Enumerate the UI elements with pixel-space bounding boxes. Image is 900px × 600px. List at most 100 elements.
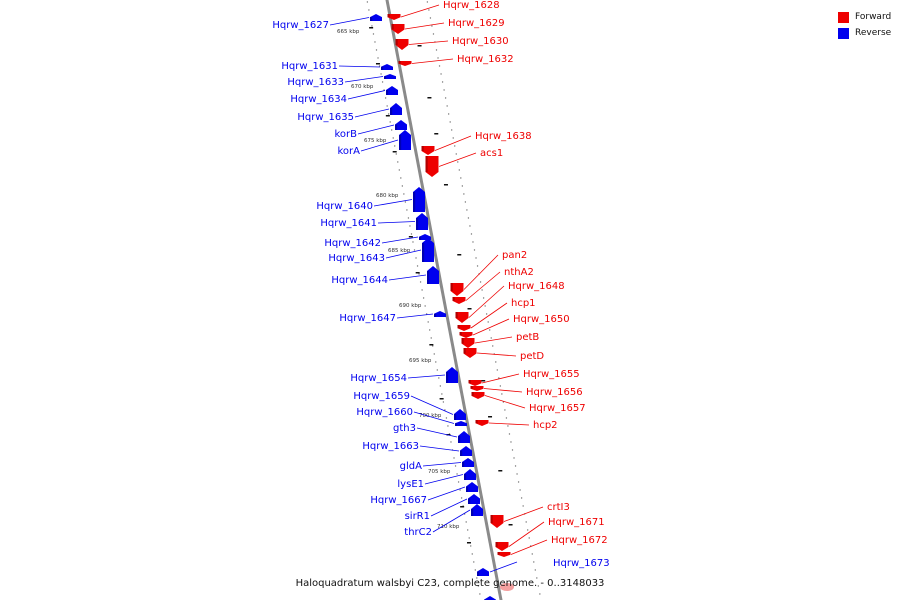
guide-dot-left (409, 225, 411, 227)
reverse-gene-label: Hqrw_1663 (362, 441, 419, 452)
gene-shade (464, 473, 467, 480)
reverse-gene (390, 103, 402, 115)
forward-gene-label: Hqrw_1655 (523, 369, 580, 380)
gene-connector (427, 486, 466, 501)
gene-body (422, 238, 434, 262)
forward-gene-label: Hqrw_1672 (551, 535, 608, 546)
gene-body (399, 130, 411, 150)
gene-connector (381, 236, 419, 244)
guide-dot-left (389, 121, 391, 123)
forward-gene (490, 515, 504, 528)
guide-dot-left (403, 193, 405, 195)
guide-dot-left (418, 273, 420, 275)
guide-dot-left (410, 233, 413, 235)
gene-body (477, 568, 489, 576)
guide-dot-right (527, 529, 529, 531)
gene-body (387, 14, 401, 20)
guide-dot-left (374, 41, 376, 43)
legend-item-reverse: Reverse (838, 25, 891, 41)
reverse-gene-label: korA (337, 146, 360, 157)
reverse-swatch (838, 27, 849, 39)
guide-dot-left (419, 281, 422, 283)
guide-dot-right (435, 49, 438, 51)
scale-label: 695 kbp (409, 358, 432, 364)
gene-shade (477, 571, 480, 576)
gene-shade (390, 108, 393, 115)
legend: Forward Reverse (838, 9, 891, 41)
reverse-gene (386, 86, 398, 95)
guide-dot-left (380, 73, 382, 75)
reverse-gene-label: korB (334, 129, 357, 140)
guide-dot-right (496, 369, 498, 371)
gene-body (464, 469, 476, 480)
gene-connector (503, 506, 544, 522)
guide-dot-left (413, 249, 416, 251)
guide-dot-right (511, 449, 514, 451)
gene-connector (329, 17, 370, 26)
gene-shade (384, 76, 387, 79)
tick-dash (408, 236, 413, 238)
gene-body (390, 103, 402, 115)
gene-connector (484, 395, 526, 409)
gene-shade (454, 413, 457, 420)
reverse-gene-label: Hqrw_1640 (316, 201, 373, 212)
reverse-gene-label: Hqrw_1659 (353, 391, 410, 402)
reverse-gene (434, 311, 446, 317)
gene-shade (413, 192, 416, 212)
guide-dot-right (441, 81, 444, 83)
guide-dot-right (492, 345, 494, 347)
forward-gene (452, 297, 466, 304)
forward-gene (463, 348, 477, 358)
gene-connector (354, 108, 390, 118)
guide-dot-left (477, 585, 480, 587)
reverse-gene (454, 409, 466, 420)
gene-body (386, 86, 398, 95)
gene-connector (510, 539, 548, 555)
gene-body (468, 494, 480, 504)
guide-dot-right (469, 225, 471, 227)
guide-dot-left (453, 457, 455, 459)
guide-dot-right (489, 329, 491, 331)
guide-dot-left (471, 553, 473, 555)
tick-dash (417, 45, 422, 47)
guide-dot-right (533, 561, 535, 563)
forward-gene-label: Hqrw_1648 (508, 281, 565, 292)
gene-body (460, 446, 472, 456)
gene-body (462, 458, 474, 467)
forward-gene (425, 156, 439, 177)
guide-dot-right (534, 569, 536, 571)
tick-dash (415, 272, 420, 274)
reverse-gene-label: gth3 (393, 423, 416, 434)
guide-dot-left (456, 473, 458, 475)
gene-connector (377, 221, 416, 224)
guide-dot-right (470, 233, 473, 235)
reverse-gene (446, 367, 458, 383)
guide-dot-right (510, 441, 512, 443)
guide-dot-left (392, 137, 394, 139)
forward-gene-label: Hqrw_1650 (513, 314, 570, 325)
gene-shade (490, 515, 493, 523)
gene-shade (461, 338, 464, 344)
gene-shade (421, 146, 424, 151)
forward-gene-label: Hqrw_1638 (475, 131, 532, 142)
guide-dot-right (428, 9, 430, 11)
reverse-gene (466, 482, 478, 492)
gene-body (470, 386, 484, 391)
guide-dot-left (387, 113, 390, 115)
gene-shade (395, 39, 398, 46)
guide-dot-right (536, 577, 538, 579)
forward-gene-label: petB (516, 332, 539, 343)
gene-body (450, 283, 464, 296)
guide-dot-left (377, 57, 379, 59)
gene-body (495, 542, 509, 551)
guide-dot-right (466, 209, 468, 211)
reverse-gene-label: Hqrw_1673 (553, 558, 610, 569)
forward-gene-faded (500, 583, 514, 591)
forward-gene-label: Hqrw_1629 (448, 18, 505, 29)
tick-dash (385, 115, 390, 117)
guide-dot-left (395, 153, 397, 155)
gene-body (455, 312, 469, 323)
gene-shade (386, 90, 389, 95)
reverse-gene-label: thrC2 (404, 527, 432, 538)
gene-connector (413, 411, 455, 424)
